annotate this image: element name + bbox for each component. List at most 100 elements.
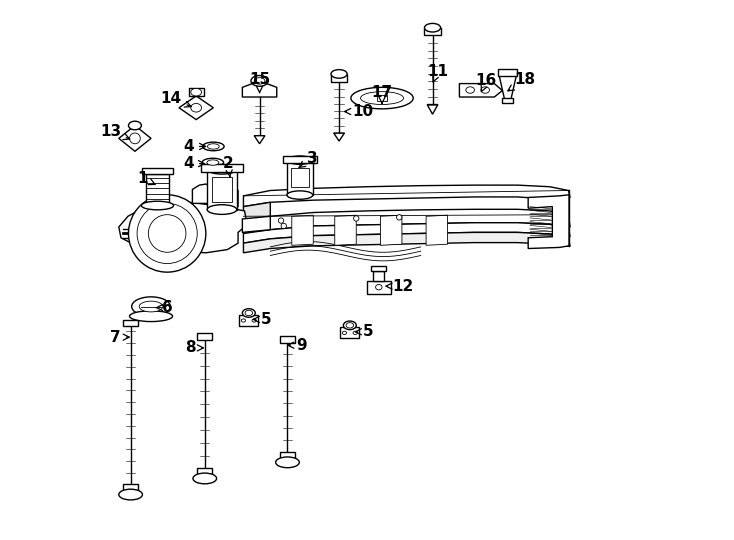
Text: 3: 3 (299, 151, 318, 167)
Ellipse shape (142, 201, 174, 210)
Bar (502, 98, 513, 104)
Bar (377, 95, 388, 102)
Ellipse shape (129, 133, 140, 144)
Ellipse shape (241, 319, 246, 322)
Bar (340, 327, 360, 338)
Bar (123, 484, 138, 490)
Ellipse shape (207, 205, 237, 214)
Text: 12: 12 (386, 279, 414, 294)
Bar (283, 157, 316, 163)
Bar (280, 451, 295, 458)
Ellipse shape (208, 144, 219, 149)
Bar (331, 74, 347, 82)
Ellipse shape (351, 87, 413, 109)
Ellipse shape (342, 331, 346, 334)
Ellipse shape (131, 297, 170, 316)
Ellipse shape (128, 121, 142, 130)
Text: 5: 5 (355, 325, 374, 339)
Ellipse shape (466, 87, 474, 93)
Bar (197, 468, 212, 474)
Ellipse shape (481, 87, 490, 93)
Bar (239, 315, 258, 326)
Text: 9: 9 (288, 338, 307, 353)
Polygon shape (426, 215, 448, 245)
Ellipse shape (207, 165, 237, 174)
Ellipse shape (287, 191, 313, 199)
Bar (371, 266, 386, 271)
Bar (287, 160, 313, 195)
Text: 14: 14 (161, 91, 191, 107)
Ellipse shape (202, 158, 224, 167)
Ellipse shape (245, 310, 252, 316)
Polygon shape (244, 202, 270, 220)
Polygon shape (499, 76, 516, 99)
Ellipse shape (129, 311, 172, 322)
Ellipse shape (376, 285, 382, 290)
Ellipse shape (207, 160, 219, 165)
Circle shape (148, 215, 186, 252)
Bar (367, 281, 390, 294)
Text: 8: 8 (186, 340, 203, 355)
Text: 15: 15 (249, 72, 270, 93)
Circle shape (278, 218, 284, 223)
Ellipse shape (251, 76, 268, 86)
Ellipse shape (346, 322, 354, 328)
Polygon shape (528, 195, 569, 248)
Text: 7: 7 (110, 329, 129, 345)
Text: 5: 5 (253, 312, 272, 327)
Ellipse shape (119, 489, 142, 500)
Text: 6: 6 (156, 300, 172, 315)
Circle shape (354, 216, 359, 221)
Bar (211, 177, 232, 201)
Ellipse shape (193, 473, 217, 484)
Bar (498, 69, 517, 76)
Ellipse shape (344, 321, 356, 329)
Bar (280, 336, 295, 342)
Text: 10: 10 (345, 104, 373, 119)
Ellipse shape (203, 142, 224, 151)
Bar (197, 333, 212, 340)
Polygon shape (119, 201, 246, 253)
Ellipse shape (139, 301, 163, 312)
Bar (189, 88, 203, 96)
Text: 18: 18 (508, 72, 536, 91)
Bar (123, 320, 138, 326)
Polygon shape (242, 217, 270, 232)
Ellipse shape (360, 92, 404, 105)
Bar (145, 174, 170, 204)
Polygon shape (427, 105, 438, 114)
Polygon shape (335, 215, 356, 245)
Circle shape (137, 204, 197, 264)
Circle shape (128, 195, 206, 272)
Polygon shape (119, 125, 151, 151)
Polygon shape (380, 215, 402, 245)
Ellipse shape (287, 156, 313, 164)
Polygon shape (222, 188, 238, 207)
Text: 1: 1 (137, 171, 155, 186)
Text: 13: 13 (100, 124, 130, 140)
Bar (424, 28, 440, 35)
Bar (374, 271, 384, 281)
Circle shape (396, 215, 402, 220)
Polygon shape (244, 222, 570, 243)
Bar (207, 169, 237, 210)
Polygon shape (244, 210, 570, 233)
Polygon shape (242, 81, 277, 97)
Text: 4: 4 (184, 156, 205, 171)
Ellipse shape (424, 23, 440, 32)
Ellipse shape (353, 331, 357, 334)
Ellipse shape (276, 457, 299, 468)
Ellipse shape (331, 70, 347, 78)
Polygon shape (292, 215, 313, 245)
Ellipse shape (254, 78, 265, 84)
Ellipse shape (252, 319, 256, 322)
Bar (291, 168, 309, 187)
Circle shape (281, 223, 286, 228)
Text: 11: 11 (427, 64, 448, 82)
Polygon shape (254, 136, 265, 144)
Ellipse shape (191, 89, 202, 96)
Polygon shape (459, 84, 502, 97)
Text: 17: 17 (371, 85, 393, 104)
Ellipse shape (242, 309, 255, 318)
Text: 4: 4 (184, 139, 206, 154)
